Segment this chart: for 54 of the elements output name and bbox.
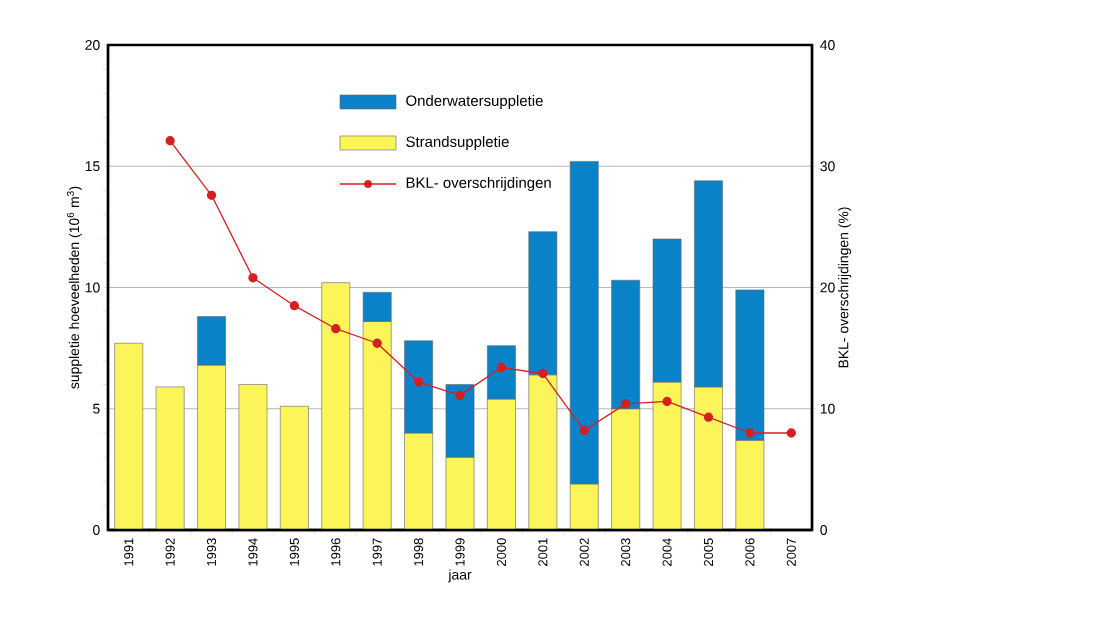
bar (155, 386, 185, 531)
point (786, 428, 796, 438)
point (331, 324, 341, 334)
legend-label: BKL- overschrijdingen (406, 177, 551, 191)
x-tick-label: 1993 (206, 538, 217, 566)
x-tick-label: 1998 (414, 538, 424, 566)
legend-label: Onderwatersuppletie (406, 95, 543, 109)
point (496, 362, 507, 373)
point (579, 425, 589, 436)
y-axis-title: suppletie hoeveelheden (10$^{6}$ m$^{3}$) (66, 186, 82, 389)
x-tick-label: 2007 (786, 538, 796, 566)
x-tick-label: 1999 (455, 538, 465, 566)
x-tick-label: 1992 (165, 538, 175, 566)
y2-tick-label: 30 (820, 161, 835, 172)
point (703, 412, 714, 422)
point (745, 428, 755, 438)
y2-tick-label: 20 (820, 282, 835, 293)
x-tick-label: 1997 (372, 538, 382, 566)
x-tick-label: 2006 (745, 538, 755, 566)
point (289, 301, 300, 311)
x-tick-label: 2003 (621, 538, 631, 566)
point (413, 377, 424, 387)
legend-label: Strandsuppletie (406, 136, 509, 150)
point (372, 338, 382, 348)
x-tick-label: 1996 (331, 538, 341, 566)
y2-tick-label: 10 (820, 403, 835, 414)
x-tick-label: 1994 (248, 538, 258, 566)
y2-axis-title: BKL- overschrijdingen (%) (838, 207, 852, 368)
point (206, 190, 217, 200)
point (621, 399, 631, 409)
point (248, 273, 258, 283)
y-tick-label: 20 (85, 40, 100, 50)
point (538, 368, 548, 379)
point (455, 390, 465, 401)
x-axis-title: jaar (448, 569, 472, 583)
x-tick-label: 2000 (496, 538, 507, 566)
bar (238, 384, 268, 531)
x-tick-label: 1995 (289, 538, 299, 566)
y-tick-label: 15 (85, 161, 100, 172)
y-tick-label: 0 (93, 525, 100, 535)
x-tick-label: 2001 (538, 538, 548, 566)
point (662, 396, 672, 407)
x-tick-label: 1991 (124, 538, 134, 566)
bar (321, 282, 351, 531)
y-tick-label: 10 (85, 282, 100, 293)
x-tick-label: 2002 (579, 538, 589, 566)
x-tick-label: 2005 (703, 538, 714, 566)
point (165, 136, 175, 146)
x-tick-label: 2004 (662, 538, 672, 566)
y-tick-label: 5 (93, 403, 100, 414)
bar (279, 406, 309, 531)
y2-tick-label: 0 (820, 525, 827, 535)
bar (114, 342, 144, 531)
y2-tick-label: 40 (820, 40, 835, 50)
